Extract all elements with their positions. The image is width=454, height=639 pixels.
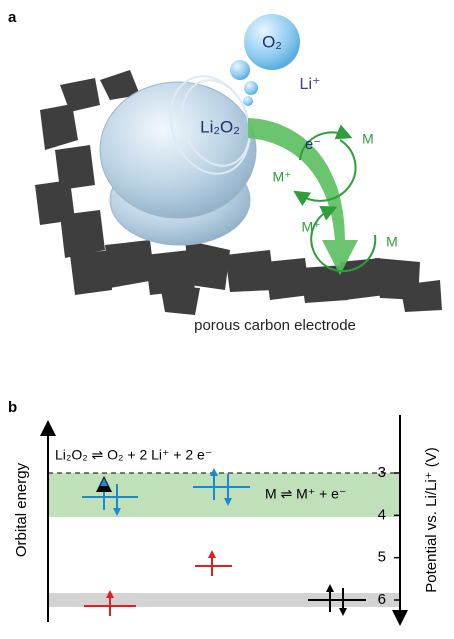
caption: porous carbon electrode	[194, 317, 356, 334]
bubble	[230, 60, 250, 80]
li-ion-label: Li⁺	[300, 76, 321, 93]
tick-label: 4	[378, 506, 386, 523]
panel-label: a	[8, 9, 17, 26]
left-axis-label: Orbital energy	[13, 462, 30, 557]
electron-label: e⁻	[305, 136, 321, 153]
right-axis-label: Potential vs. Li/Li⁺ (V)	[423, 447, 440, 592]
bubble	[244, 81, 258, 95]
o2-label: O₂	[262, 32, 282, 51]
panel-label: b	[8, 399, 17, 416]
tick-label: 5	[378, 549, 386, 566]
mediator-label: M	[386, 234, 398, 250]
li2o2-toroid	[100, 82, 256, 218]
mediator-band	[48, 473, 400, 517]
figure: a O₂ Li⁺ Li₂O₂ e⁻ M M⁺ M⁺ M porou	[0, 0, 454, 634]
reaction: M ⇌ M⁺ + e⁻	[265, 486, 346, 502]
mediator-ion-label: M⁺	[301, 219, 320, 235]
mediator-ion-label: M⁺	[272, 169, 291, 185]
tick-label: 6	[378, 591, 386, 608]
li2o2-label: Li₂O₂	[200, 117, 240, 136]
mediator-label: M	[362, 131, 374, 147]
bubble	[243, 96, 253, 106]
tick-label: 3	[378, 464, 386, 481]
reaction: Li₂O₂ ⇌ O₂ + 2 Li⁺ + 2 e⁻	[55, 447, 212, 463]
